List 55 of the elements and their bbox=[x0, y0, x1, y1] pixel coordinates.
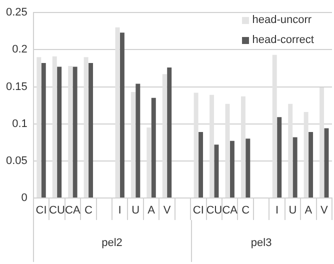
x-tick-label: U bbox=[288, 204, 297, 217]
legend-label: head-correct bbox=[252, 34, 314, 46]
bar bbox=[72, 66, 78, 198]
bar bbox=[151, 98, 156, 198]
bar bbox=[304, 112, 308, 198]
bar bbox=[308, 132, 314, 198]
bar bbox=[272, 54, 277, 198]
x-tick-label: CU bbox=[206, 204, 222, 217]
bar bbox=[146, 128, 152, 198]
bar bbox=[120, 32, 124, 198]
y-tick-label: 0.2 bbox=[12, 44, 28, 56]
y-tick-label: 0.1 bbox=[12, 118, 28, 130]
bar bbox=[136, 84, 140, 198]
bar bbox=[230, 140, 234, 198]
bar bbox=[292, 137, 298, 198]
bar bbox=[84, 57, 88, 198]
bar bbox=[115, 27, 120, 198]
text: pel3 bbox=[250, 237, 272, 250]
bar bbox=[36, 57, 42, 198]
x-tick-label: A bbox=[148, 204, 156, 217]
y-tick-label: 0.25 bbox=[6, 6, 28, 19]
x-tick-label: CI bbox=[192, 204, 204, 217]
bar bbox=[246, 138, 250, 198]
bar bbox=[57, 66, 62, 198]
bar bbox=[52, 56, 57, 198]
x-tick-label: CI bbox=[36, 204, 47, 217]
bar bbox=[240, 96, 246, 198]
y-tick-label: 0 bbox=[21, 192, 28, 204]
x-tick-label: I bbox=[118, 204, 122, 217]
text: pel2 bbox=[102, 237, 122, 250]
bar bbox=[194, 92, 198, 198]
y-tick-label: 0.05 bbox=[6, 154, 28, 167]
bar bbox=[288, 104, 293, 198]
x-tick-label: CU bbox=[49, 204, 65, 217]
bar bbox=[320, 88, 324, 198]
bar bbox=[210, 94, 214, 198]
bar bbox=[88, 63, 94, 198]
bar bbox=[198, 132, 204, 198]
x-tick-label: CA bbox=[65, 204, 81, 217]
bar bbox=[41, 63, 46, 198]
legend-label: head-uncorr bbox=[252, 14, 312, 26]
x-tick-label: V bbox=[163, 204, 172, 217]
x-tick-label: C bbox=[84, 204, 92, 217]
x-tick-label: A bbox=[304, 204, 313, 217]
bar bbox=[167, 67, 172, 198]
x-tick-label: I bbox=[275, 204, 279, 217]
x-tick-label: CA bbox=[222, 204, 238, 217]
y-tick-label: 0.15 bbox=[6, 80, 28, 93]
x-tick-label: V bbox=[320, 204, 328, 217]
bar bbox=[130, 92, 136, 198]
x-tick-label: C bbox=[242, 204, 250, 217]
bar bbox=[162, 74, 167, 198]
x-tick-label: U bbox=[132, 204, 140, 217]
bar bbox=[68, 66, 73, 198]
bar bbox=[277, 117, 282, 198]
